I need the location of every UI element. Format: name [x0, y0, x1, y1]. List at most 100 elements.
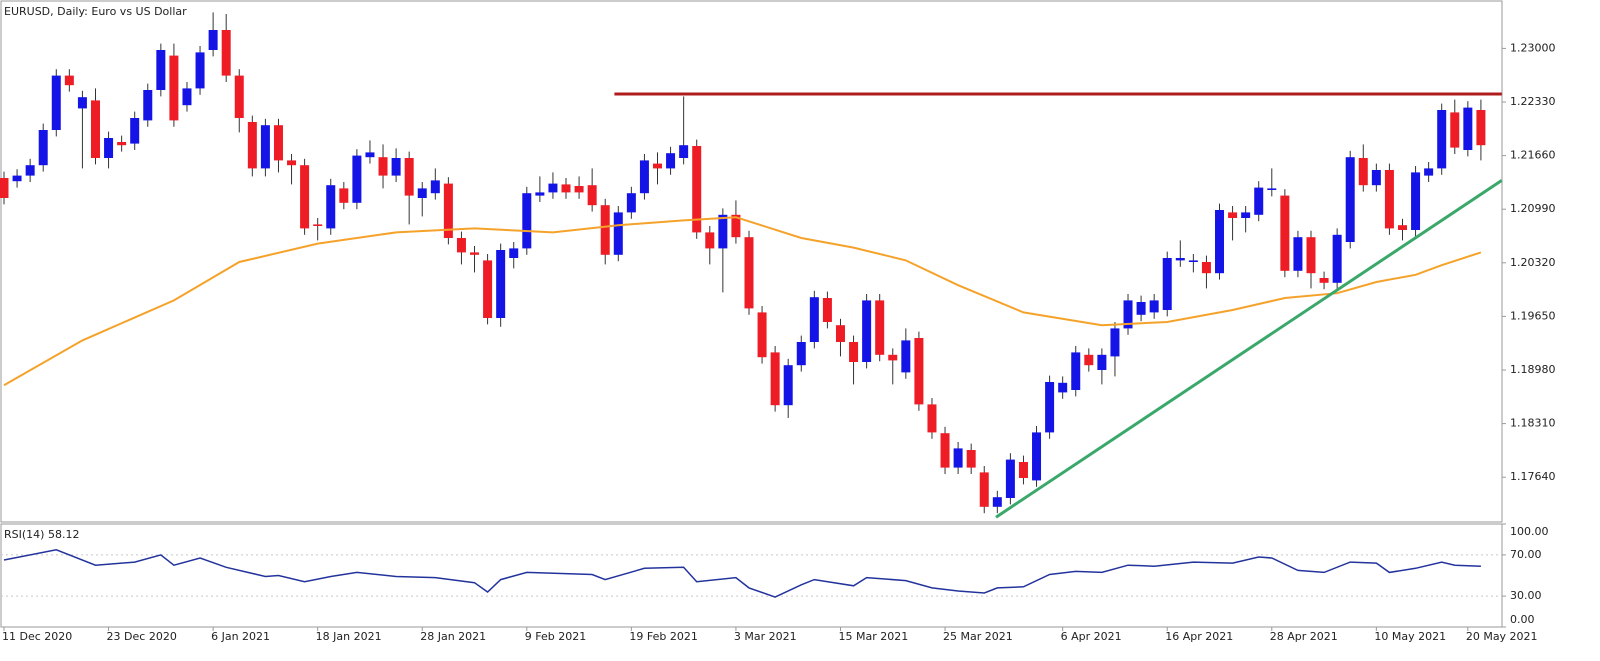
candle-body — [156, 50, 166, 90]
candle-body — [1476, 110, 1486, 146]
candle-body — [757, 312, 767, 358]
candle-body — [130, 118, 140, 144]
candle-body — [796, 342, 806, 366]
overlay-line — [3, 216, 1482, 387]
candle-body — [1045, 382, 1055, 433]
candle-body — [744, 237, 754, 309]
y-tick-label: 1.17640 — [1510, 470, 1556, 483]
candle-body — [1371, 170, 1381, 186]
candle-body — [888, 354, 898, 361]
candle-body — [365, 152, 375, 158]
candle-body — [104, 138, 114, 158]
candle-body — [443, 183, 453, 238]
candle-body — [300, 165, 310, 229]
candle-body — [483, 260, 493, 318]
candle-body — [1411, 172, 1421, 230]
candle-body — [456, 238, 466, 253]
candle-body — [1162, 258, 1172, 310]
x-tick-label: 18 Jan 2021 — [316, 630, 382, 643]
candle-body — [522, 193, 532, 249]
candle-body — [1084, 354, 1094, 366]
x-tick-label: 10 May 2021 — [1374, 630, 1446, 643]
candle-body — [339, 188, 349, 203]
y-tick-label: 1.20990 — [1510, 202, 1556, 215]
candle-body — [1201, 262, 1211, 274]
indicator-title: RSI(14) 58.12 — [4, 528, 79, 541]
candle-body — [182, 88, 192, 106]
candle-body — [260, 125, 270, 169]
y-tick-label: 30.00 — [1510, 589, 1542, 602]
candle-body — [966, 450, 976, 468]
candle-body — [548, 183, 558, 193]
candle-body — [143, 90, 153, 121]
candle-body — [169, 55, 179, 121]
candle-body — [679, 145, 689, 158]
x-tick-label: 6 Apr 2021 — [1061, 630, 1122, 643]
candle-body — [653, 163, 662, 169]
candle-body — [666, 153, 676, 169]
candle-body — [1018, 462, 1028, 478]
candle-body — [496, 250, 506, 318]
candle-body — [1450, 112, 1460, 148]
candle-body — [927, 404, 937, 433]
price-panel — [0, 0, 1503, 523]
candle-body — [1215, 210, 1225, 274]
y-tick-label: 1.20320 — [1510, 256, 1556, 269]
candle-body — [535, 192, 545, 196]
candle-body — [692, 146, 702, 233]
candle-body — [992, 497, 1002, 507]
candle-body — [0, 178, 9, 198]
y-tick-label: 1.22330 — [1510, 95, 1556, 108]
candle-body — [404, 158, 414, 196]
candle-body — [51, 75, 61, 130]
x-tick-label: 16 Apr 2021 — [1165, 630, 1233, 643]
candle-body — [470, 252, 480, 255]
candle-body — [64, 75, 74, 86]
candle-body — [378, 157, 388, 176]
candle-body — [247, 122, 257, 169]
candle-body — [940, 433, 950, 468]
candle-body — [1267, 188, 1277, 190]
y-tick-label: 1.18980 — [1510, 363, 1556, 376]
x-tick-label: 11 Dec 2020 — [2, 630, 72, 643]
y-tick-label: 1.18310 — [1510, 417, 1556, 430]
candle-body — [1293, 237, 1303, 271]
candle-body — [1306, 237, 1316, 274]
rsi-line — [3, 549, 1481, 598]
candle-body — [25, 165, 35, 176]
candle-body — [1071, 352, 1081, 390]
candle-body — [1358, 158, 1368, 186]
candle-body — [705, 232, 715, 249]
candle-body — [783, 365, 793, 406]
candle-body — [1463, 107, 1473, 150]
candle-body — [835, 325, 845, 342]
y-tick-label: 0.00 — [1510, 613, 1535, 626]
x-tick-label: 28 Apr 2021 — [1270, 630, 1338, 643]
x-tick-label: 3 Mar 2021 — [734, 630, 797, 643]
rsi-panel — [0, 523, 1503, 628]
candle-body — [914, 338, 924, 405]
x-tick-label: 19 Feb 2021 — [629, 630, 697, 643]
candle-body — [1280, 195, 1290, 271]
candle-body — [1175, 258, 1185, 261]
candle-body — [875, 300, 885, 355]
candle-body — [1397, 225, 1407, 230]
candle-body — [1149, 300, 1159, 313]
candle-body — [234, 75, 244, 118]
candle-body — [770, 352, 780, 406]
candle-body — [1424, 168, 1434, 176]
candle-body — [1384, 170, 1394, 229]
candle-body — [1437, 110, 1447, 169]
candle-body — [391, 158, 401, 176]
candle-body — [587, 185, 597, 206]
candle-body — [639, 160, 649, 194]
y-tick-label: 1.19650 — [1510, 309, 1556, 322]
x-tick-label: 9 Feb 2021 — [525, 630, 586, 643]
candle-body — [1332, 234, 1342, 283]
candle-body — [1032, 432, 1042, 481]
candle-body — [901, 340, 911, 373]
candle-body — [613, 212, 623, 255]
candle-body — [509, 248, 519, 258]
candle-body — [862, 300, 872, 362]
